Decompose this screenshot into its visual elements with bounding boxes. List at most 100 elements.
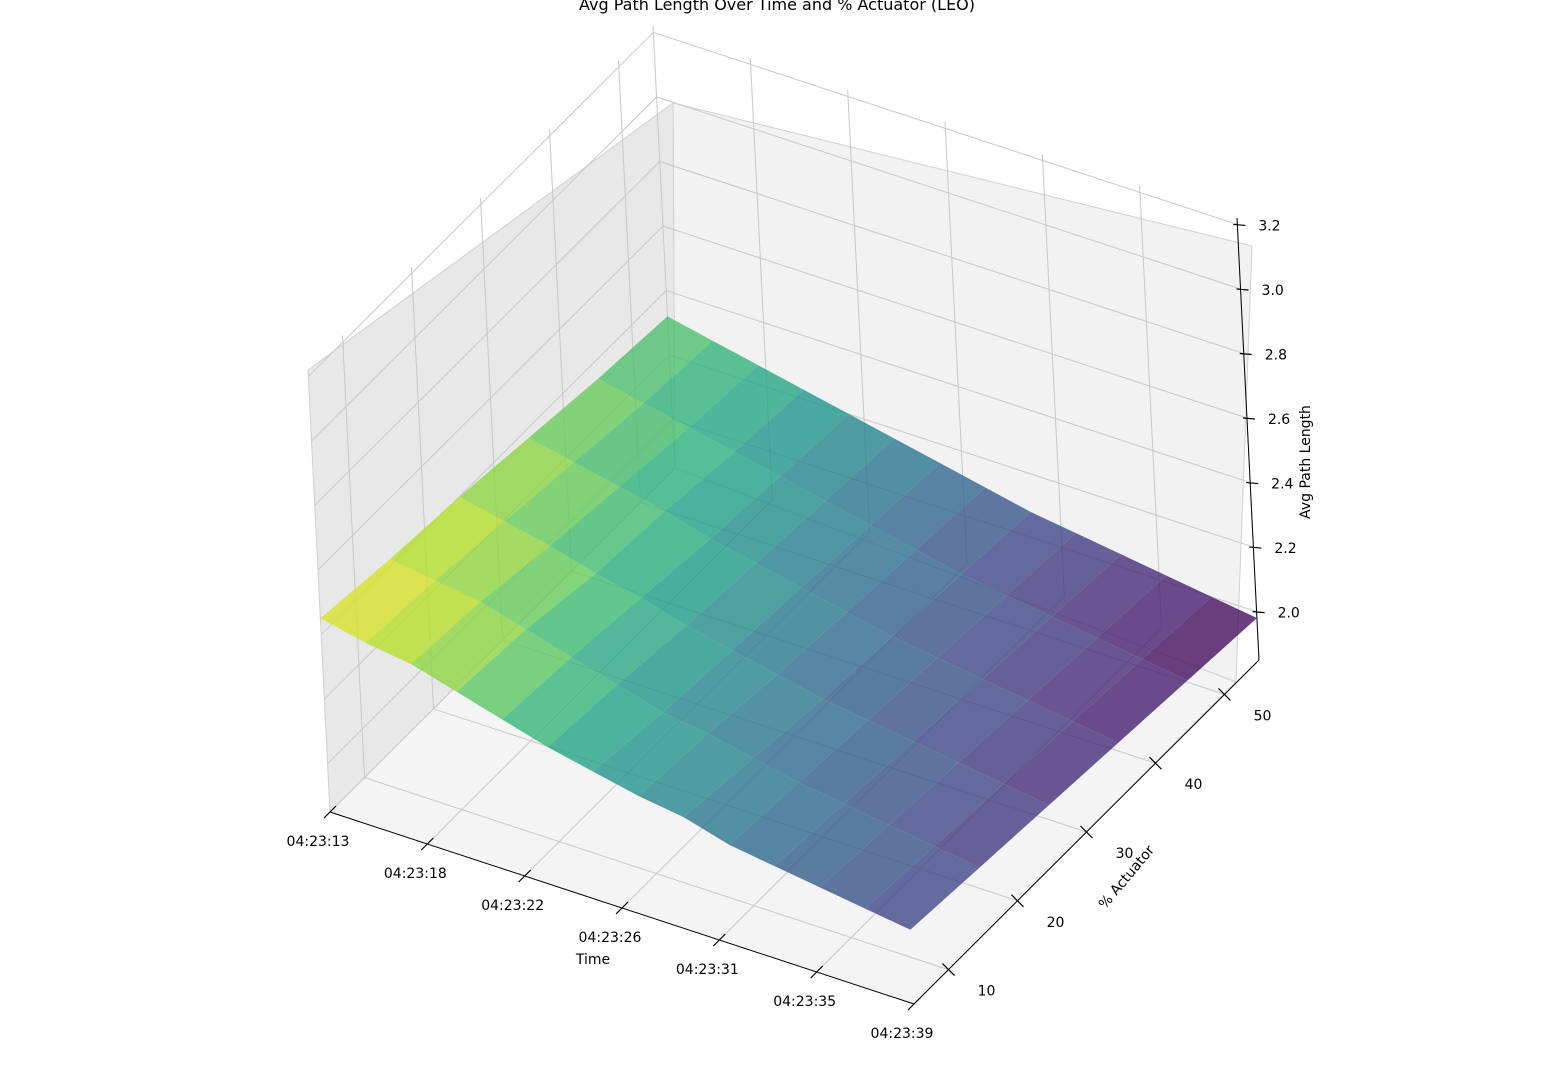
y-tick-label: 30 <box>1116 846 1134 862</box>
surface-patch <box>798 720 914 804</box>
surface-patch <box>982 616 1098 701</box>
y-tick <box>1218 687 1231 701</box>
surface-patch <box>1051 554 1167 638</box>
surface-patch <box>913 679 1028 763</box>
z-tick <box>1233 223 1246 227</box>
surface-patch <box>688 365 804 453</box>
z-tick-label: 2.0 <box>1278 606 1300 622</box>
surface-patch <box>755 500 871 588</box>
surface-patch <box>1097 575 1212 660</box>
z-tick-label: 3.2 <box>1258 218 1280 234</box>
surface-patch <box>822 636 938 721</box>
z-tick <box>1246 481 1259 485</box>
z-tick <box>1249 546 1262 549</box>
z-tick <box>1236 288 1249 291</box>
surface-patch <box>365 580 481 665</box>
x-tick <box>323 805 337 819</box>
x-tick <box>810 965 824 979</box>
surface-patch <box>456 629 572 720</box>
surface-patch <box>504 462 620 546</box>
surface-patch <box>662 650 778 734</box>
surface-patch <box>1142 596 1257 681</box>
surface-patch <box>915 487 1031 575</box>
z-grid-line <box>314 160 1244 506</box>
surface-patch <box>664 452 780 539</box>
y-tick <box>1080 825 1093 839</box>
z-grid-line <box>317 225 1248 571</box>
z-axis-line <box>1236 217 1260 661</box>
surface-patch <box>1073 659 1188 743</box>
axes: 04:23:13 04:23:18 04:23:22 04:23:26 04:23:31… <box>287 217 1300 1042</box>
y-tick-label: 40 <box>1185 777 1203 793</box>
z-tick <box>1239 352 1252 356</box>
surface-patch <box>1027 637 1143 722</box>
surface-patch <box>867 657 983 742</box>
y-tick-label: 10 <box>978 984 996 1000</box>
surface-patch <box>593 712 708 797</box>
surface-patch <box>525 573 641 658</box>
surface-patch <box>731 587 847 675</box>
x-tick-label: 04:23:26 <box>579 930 642 946</box>
surface-patch <box>734 389 850 477</box>
surface-patch <box>707 674 823 759</box>
surface-patch <box>774 803 890 888</box>
surface-patch <box>892 574 1007 658</box>
surface-patch <box>571 597 687 685</box>
y-tick-label: 50 <box>1254 708 1272 724</box>
z-tick-label: 2.2 <box>1274 541 1296 557</box>
surface-patch <box>961 511 1076 596</box>
z-tick <box>1252 611 1265 614</box>
surface-patch <box>411 601 526 692</box>
x-tick-label: 04:23:22 <box>481 898 544 914</box>
z-axis-label: Avg Path Length <box>1298 405 1314 519</box>
z-tick-label: 2.4 <box>1271 477 1293 493</box>
surface-patch <box>937 595 1052 680</box>
surface-patch <box>549 486 665 574</box>
z-tick-label: 3.0 <box>1262 283 1284 299</box>
surface-patch <box>729 782 844 867</box>
surface-patch <box>435 521 550 602</box>
y-tick-label: 20 <box>1047 915 1065 931</box>
surface-patch <box>459 437 575 522</box>
surface-patch <box>595 511 711 598</box>
x-tick <box>907 997 921 1011</box>
surface-patch <box>480 545 596 630</box>
surface-patch <box>683 758 799 845</box>
surface-patch <box>643 340 759 428</box>
surface-patch <box>819 825 935 909</box>
surface-patch <box>617 625 732 713</box>
surface-patch <box>753 698 868 783</box>
z-grid-line <box>307 31 1238 377</box>
surface-patch <box>598 316 713 404</box>
surface-patch <box>801 525 916 613</box>
z-tick <box>1242 417 1256 420</box>
surface-patch <box>870 463 986 550</box>
surface-patch <box>777 612 893 699</box>
surface-patch <box>320 559 436 643</box>
surface-patch <box>574 403 689 487</box>
surface-patch <box>710 476 826 564</box>
x-tick <box>518 869 532 883</box>
surface-patch <box>958 700 1074 784</box>
surface-patch <box>547 684 663 772</box>
surface-patch <box>1006 533 1122 617</box>
surface-patch <box>889 762 1004 847</box>
surface-patch <box>846 549 962 637</box>
x-tick <box>712 933 726 947</box>
surface-patch <box>934 783 1049 868</box>
y-grid-line <box>342 335 949 971</box>
x-axis-label: Time <box>575 952 610 968</box>
surface-patch <box>825 438 940 526</box>
x-tick-label: 04:23:18 <box>384 866 447 882</box>
chart-title: Avg Path Length Over Time and % Actuator… <box>579 0 975 14</box>
x-tick <box>615 901 629 915</box>
surface-patch <box>686 563 802 651</box>
x-tick-label: 04:23:35 <box>773 994 836 1010</box>
surface-patch <box>640 538 756 626</box>
surface-patch <box>528 378 644 463</box>
z-tick-label: 2.6 <box>1268 412 1290 428</box>
x-tick-label: 04:23:13 <box>287 834 350 850</box>
surface-patch <box>843 741 959 826</box>
surface-plot <box>320 316 1257 930</box>
